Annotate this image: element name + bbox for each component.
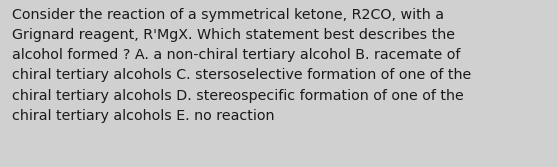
Text: Consider the reaction of a symmetrical ketone, R2CO, with a
Grignard reagent, R': Consider the reaction of a symmetrical k… — [12, 8, 472, 123]
